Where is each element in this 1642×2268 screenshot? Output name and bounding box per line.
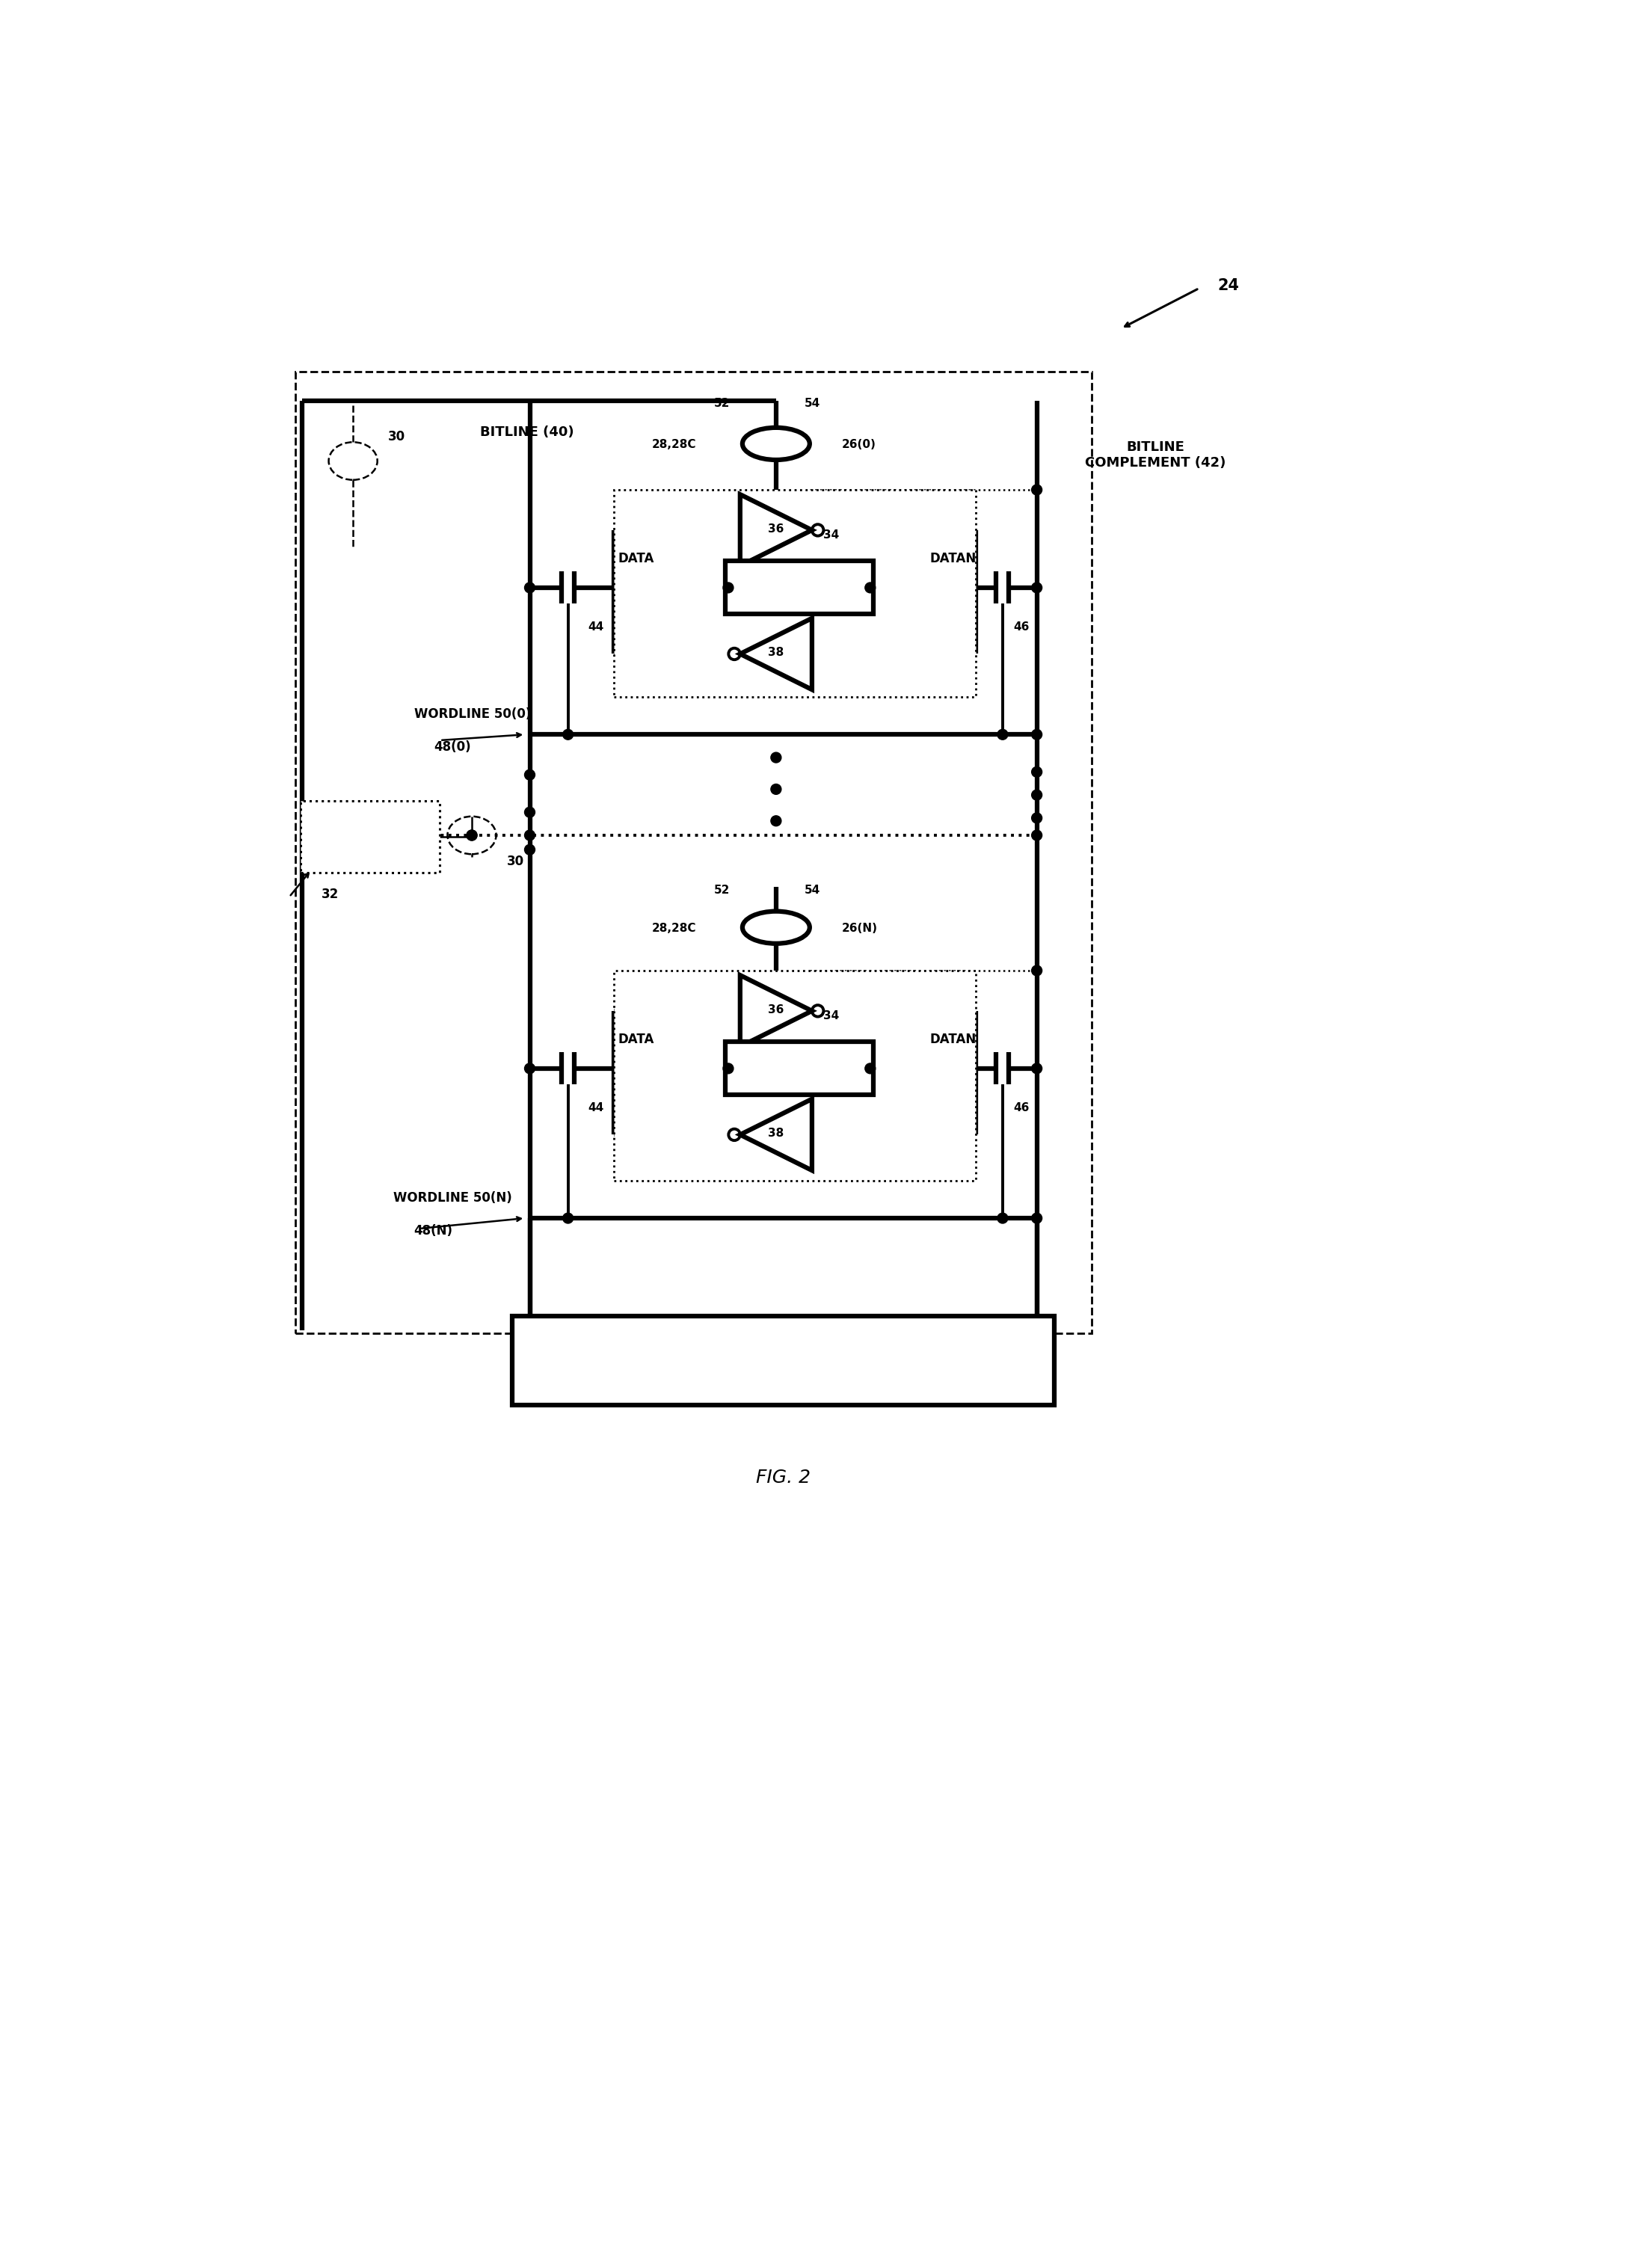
Text: 46: 46	[1013, 621, 1030, 633]
Circle shape	[770, 785, 782, 794]
Circle shape	[997, 730, 1008, 739]
Circle shape	[1031, 1213, 1043, 1222]
Text: 52: 52	[714, 397, 731, 408]
Text: DATAN: DATAN	[929, 551, 975, 565]
Text: 30: 30	[507, 855, 524, 869]
Text: 38: 38	[768, 1127, 783, 1139]
Circle shape	[1031, 730, 1043, 739]
Text: 52: 52	[714, 885, 731, 896]
Text: 28,28C: 28,28C	[652, 923, 696, 934]
Text: 30: 30	[388, 431, 406, 445]
Text: 24: 24	[1217, 279, 1238, 293]
Circle shape	[1031, 830, 1043, 841]
Circle shape	[722, 1064, 734, 1073]
Text: WORDLINE 50(N): WORDLINE 50(N)	[394, 1191, 512, 1204]
Circle shape	[1031, 767, 1043, 778]
Circle shape	[1031, 812, 1043, 823]
Circle shape	[722, 583, 734, 592]
Circle shape	[997, 1213, 1008, 1222]
Text: 36: 36	[768, 524, 783, 535]
Text: DATAN: DATAN	[929, 1032, 975, 1046]
Circle shape	[524, 583, 535, 592]
Circle shape	[1031, 789, 1043, 801]
Text: 34: 34	[823, 531, 839, 540]
Circle shape	[524, 769, 535, 780]
Circle shape	[865, 583, 875, 592]
Text: 26(0): 26(0)	[842, 440, 875, 451]
Text: 26(N): 26(N)	[842, 923, 877, 934]
Text: DATA: DATA	[617, 551, 654, 565]
Text: 34: 34	[823, 1012, 839, 1021]
FancyBboxPatch shape	[614, 971, 975, 1182]
Circle shape	[1031, 966, 1043, 975]
Circle shape	[770, 816, 782, 826]
Text: FIG. 2: FIG. 2	[755, 1467, 811, 1486]
Text: BITLINE
COMPLEMENT (42): BITLINE COMPLEMENT (42)	[1085, 440, 1227, 469]
FancyBboxPatch shape	[296, 372, 1092, 1334]
Text: 48(0): 48(0)	[433, 739, 471, 753]
Circle shape	[466, 830, 478, 841]
Circle shape	[770, 753, 782, 762]
FancyBboxPatch shape	[726, 1041, 874, 1095]
Circle shape	[466, 830, 478, 841]
Text: VALIDITY BITLINE DRIVER (66): VALIDITY BITLINE DRIVER (66)	[670, 1354, 897, 1368]
Text: 44: 44	[588, 1102, 604, 1114]
Text: 48(N): 48(N)	[414, 1225, 453, 1238]
Text: 28,28C: 28,28C	[652, 440, 696, 451]
FancyBboxPatch shape	[300, 801, 440, 873]
Circle shape	[1031, 485, 1043, 494]
Circle shape	[524, 830, 535, 841]
FancyBboxPatch shape	[726, 560, 874, 615]
Circle shape	[563, 730, 573, 739]
Text: 38: 38	[768, 646, 783, 658]
Text: 44: 44	[588, 621, 604, 633]
Text: BITLINE (40): BITLINE (40)	[479, 426, 573, 440]
Circle shape	[524, 844, 535, 855]
Circle shape	[524, 1064, 535, 1073]
Circle shape	[1031, 583, 1043, 592]
Text: 32: 32	[322, 887, 338, 900]
Text: BIASING
CIRCUIT: BIASING CIRCUIT	[343, 821, 397, 844]
Circle shape	[865, 1064, 875, 1073]
Circle shape	[1031, 1064, 1043, 1073]
Text: 54: 54	[805, 397, 821, 408]
FancyBboxPatch shape	[614, 490, 975, 696]
Text: "1" OR "0": "1" OR "0"	[764, 581, 836, 594]
Circle shape	[524, 807, 535, 816]
Text: 46: 46	[1013, 1102, 1030, 1114]
Text: 54: 54	[805, 885, 821, 896]
Circle shape	[563, 1213, 573, 1222]
Text: WORDLINE 50(0): WORDLINE 50(0)	[414, 708, 530, 721]
Text: "1" OR "0": "1" OR "0"	[764, 1061, 836, 1075]
Text: 36: 36	[768, 1005, 783, 1016]
FancyBboxPatch shape	[512, 1315, 1054, 1406]
Text: DATA: DATA	[617, 1032, 654, 1046]
